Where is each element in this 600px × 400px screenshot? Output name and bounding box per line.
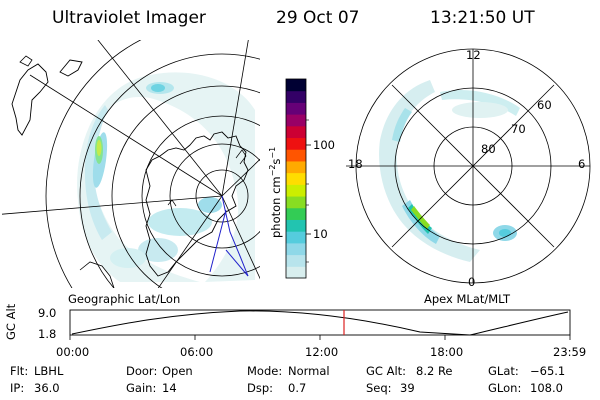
colorbar-band xyxy=(286,79,306,92)
timeline-xtick-1200: 12:00 xyxy=(305,345,339,359)
timeline-xtick-2359: 23:59 xyxy=(553,345,587,359)
mode-value: Normal xyxy=(288,364,330,378)
timeline-ytick-1-8: 1.8 xyxy=(38,327,57,341)
glat-value: −65.1 xyxy=(530,364,566,378)
ip-value: 36.0 xyxy=(34,381,60,395)
colorbar-band xyxy=(286,184,306,197)
timeline-xtick-1800: 18:00 xyxy=(430,345,464,359)
timeline-ytick-9: 9.0 xyxy=(38,306,57,320)
colorbar-band xyxy=(286,231,306,244)
longitude-grid xyxy=(2,40,260,288)
mlat-label-80: 80 xyxy=(481,142,496,156)
colorbar-tick-10: 10 xyxy=(313,227,328,241)
color-scale-bar xyxy=(285,78,311,279)
flt-label: Flt: xyxy=(10,364,29,378)
glon-value: 108.0 xyxy=(530,381,563,395)
colorbar-band xyxy=(286,125,306,139)
colorbar-band xyxy=(286,254,306,267)
colorbar-band xyxy=(286,196,306,209)
door-value: Open xyxy=(162,364,193,378)
gc-alt-axis-label: GC Alt xyxy=(4,303,18,340)
gc-alt-value: 8.2 Re xyxy=(416,364,453,378)
dsp-value: 0.7 xyxy=(288,381,307,395)
colorbar-band xyxy=(286,160,306,174)
ip-label: IP: xyxy=(10,381,25,395)
antarctica-coastline xyxy=(145,131,249,277)
colorbar-band xyxy=(286,114,306,127)
seq-label: Seq: xyxy=(366,381,392,395)
colorbar-tick-100: 100 xyxy=(313,138,335,152)
apex-caption: Apex MLat/MLT xyxy=(424,292,511,306)
mlat-label-70: 70 xyxy=(511,122,526,136)
date-label: 29 Oct 07 xyxy=(276,8,360,28)
apex-map xyxy=(346,48,591,284)
colorbar-band xyxy=(286,219,306,232)
aurora-emission-right xyxy=(379,80,520,262)
colorbar-band xyxy=(286,207,306,220)
gain-label: Gain: xyxy=(126,381,157,395)
mlat-label-60: 60 xyxy=(537,98,552,112)
orbit-timeline xyxy=(69,309,571,340)
terminator-line xyxy=(221,195,249,277)
colorbar-band xyxy=(286,172,306,185)
colorbar-band xyxy=(286,102,306,115)
colorbar-band xyxy=(286,149,306,162)
mlt-label-0: 0 xyxy=(468,275,476,289)
timeline-xtick-0000: 00:00 xyxy=(56,345,90,359)
glat-label: GLat: xyxy=(488,364,519,378)
geographic-caption: Geographic Lat/Lon xyxy=(68,292,181,306)
flt-value: LBHL xyxy=(34,364,64,378)
geographic-map xyxy=(2,40,260,288)
gc-alt-label: GC Alt: xyxy=(366,364,407,378)
colorbar-unit-label: photon cm−2s−1 xyxy=(268,146,283,238)
aurora-emission-left xyxy=(77,72,255,282)
mlt-label-12: 12 xyxy=(466,48,481,62)
colorbar-band xyxy=(286,90,306,103)
time-label: 13:21:50 UT xyxy=(430,8,535,28)
seq-value: 39 xyxy=(400,381,415,395)
latitude-grid xyxy=(45,40,260,288)
colorbar-band xyxy=(286,137,306,150)
mlt-label-6: 6 xyxy=(578,157,586,171)
gain-value: 14 xyxy=(162,381,177,395)
mlt-label-18: 18 xyxy=(348,157,363,171)
mlat-grid xyxy=(346,48,591,284)
glon-label: GLon: xyxy=(488,381,522,395)
mode-label: Mode: xyxy=(247,364,283,378)
colorbar-band xyxy=(286,266,306,279)
dsp-label: Dsp: xyxy=(247,381,274,395)
timeline-xtick-0600: 06:00 xyxy=(180,345,214,359)
door-label: Door: xyxy=(126,364,158,378)
colorbar-band xyxy=(286,242,306,256)
app-title: Ultraviolet Imager xyxy=(52,8,206,28)
south-america-coastline xyxy=(11,63,49,136)
